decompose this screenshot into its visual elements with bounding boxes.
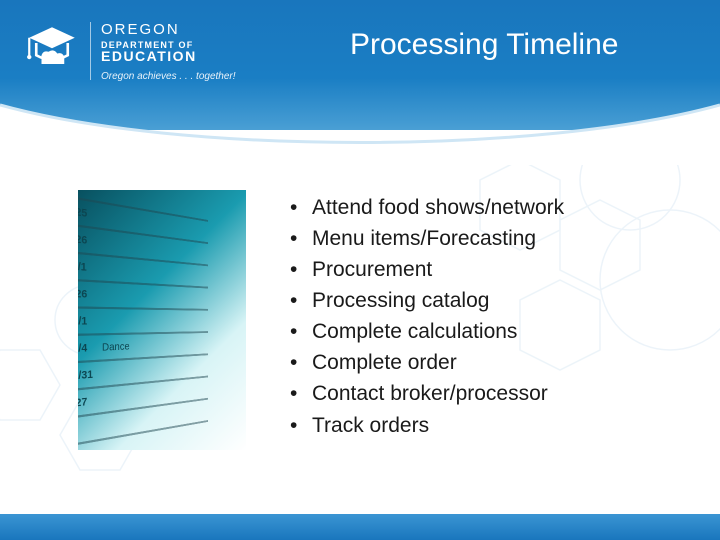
bullet-item: Procurement <box>290 254 564 285</box>
slide-title: Processing Timeline <box>350 28 618 62</box>
bullet-item: Complete order <box>290 347 564 378</box>
education-logo-icon <box>24 22 80 78</box>
side-image: 8/23 8/25 8/26 11/1 8/26 10/1 12/4Dance … <box>78 190 246 450</box>
bullet-item: Track orders <box>290 410 564 441</box>
bullet-item: Contact broker/processor <box>290 378 564 409</box>
logo-text-education: EDUCATION <box>101 49 236 64</box>
logo-text-oregon: OREGON <box>101 22 236 39</box>
logo-tagline: Oregon achieves . . . together! <box>101 71 236 82</box>
logo-divider <box>90 22 91 80</box>
bullet-item: Complete calculations <box>290 316 564 347</box>
bullet-item: Processing catalog <box>290 285 564 316</box>
calendar-row: 10/1 <box>78 308 208 336</box>
side-image-rows: 8/23 8/25 8/26 11/1 8/26 10/1 12/4Dance … <box>78 190 208 450</box>
footer-band <box>0 514 720 540</box>
bullet-item: Menu items/Forecasting <box>290 223 564 254</box>
bullet-item: Attend food shows/network <box>290 192 564 223</box>
logo-block: OREGON DEPARTMENT OF EDUCATION Oregon ac… <box>24 22 236 82</box>
content-area: 8/23 8/25 8/26 11/1 8/26 10/1 12/4Dance … <box>78 190 678 450</box>
bullet-list: Attend food shows/network Menu items/For… <box>290 192 564 441</box>
header-curve <box>0 95 720 165</box>
